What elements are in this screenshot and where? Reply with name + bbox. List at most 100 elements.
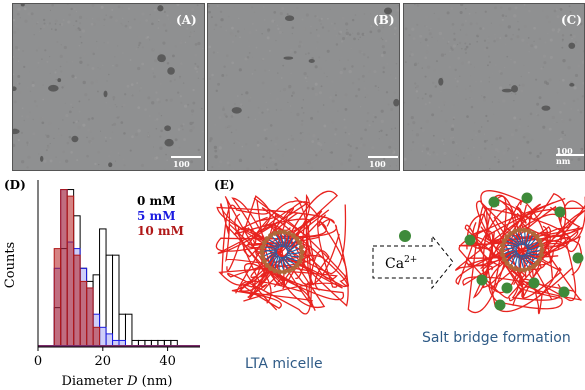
tem-grain bbox=[32, 118, 34, 121]
tem-grain bbox=[527, 43, 530, 46]
tem-grain bbox=[99, 169, 101, 170]
tem-grain bbox=[310, 116, 314, 120]
tem-grain bbox=[488, 76, 491, 79]
tem-grain bbox=[139, 21, 142, 24]
tem-grain bbox=[179, 75, 182, 78]
tem-grain bbox=[176, 4, 180, 6]
tem-grain bbox=[141, 12, 145, 16]
tem-grain bbox=[247, 99, 251, 103]
tem-grain bbox=[573, 22, 576, 25]
surfactant-head bbox=[281, 229, 288, 235]
tem-grain bbox=[264, 69, 267, 72]
tem-grain bbox=[20, 131, 24, 134]
tem-grain bbox=[373, 70, 377, 74]
tem-grain bbox=[525, 6, 527, 8]
tem-grain bbox=[77, 125, 81, 130]
tem-grain bbox=[514, 93, 517, 95]
tem-grain bbox=[339, 170, 341, 171]
tem-grain bbox=[214, 149, 218, 153]
tem-grain bbox=[502, 151, 506, 155]
tem-grain bbox=[320, 17, 323, 20]
tem-label-b: (B) bbox=[373, 13, 395, 27]
tem-grain bbox=[436, 40, 439, 42]
tem-grain bbox=[17, 74, 21, 78]
tem-grain bbox=[344, 126, 347, 129]
tem-grain bbox=[464, 19, 468, 23]
tem-grain bbox=[49, 72, 51, 74]
tem-grain bbox=[486, 139, 488, 142]
tem-grain bbox=[545, 15, 549, 19]
tem-grain bbox=[582, 144, 584, 147]
tem-grain bbox=[555, 8, 558, 11]
tem-grain bbox=[14, 24, 17, 27]
tem-grain bbox=[307, 132, 310, 135]
tem-grain bbox=[481, 95, 483, 97]
tem-grain bbox=[497, 160, 500, 164]
tem-grain bbox=[456, 80, 459, 83]
tem-grain bbox=[276, 24, 278, 26]
tem-grain bbox=[442, 37, 445, 40]
tem-grain bbox=[70, 7, 73, 11]
tem-grain bbox=[327, 29, 330, 33]
tem-grain bbox=[274, 21, 276, 23]
tem-grain bbox=[73, 7, 76, 10]
tem-grain bbox=[14, 46, 19, 50]
tem-grain bbox=[116, 45, 119, 47]
tem-grain bbox=[33, 34, 35, 36]
tem-grain bbox=[202, 78, 204, 80]
tem-grain bbox=[410, 53, 414, 57]
tem-grain bbox=[428, 29, 431, 32]
tem-grain bbox=[169, 98, 173, 102]
tem-grain bbox=[236, 95, 239, 97]
tem-grain bbox=[411, 130, 414, 132]
tem-grain bbox=[526, 140, 530, 144]
tem-grain bbox=[508, 7, 512, 11]
tem-grain bbox=[281, 154, 285, 157]
tem-grain bbox=[320, 23, 322, 25]
tem-grain bbox=[123, 132, 126, 135]
tem-grain bbox=[302, 111, 305, 114]
tem-grain bbox=[509, 84, 511, 86]
legend-entry: 5 mM bbox=[137, 209, 176, 223]
tem-grain bbox=[208, 10, 211, 14]
tem-grain bbox=[318, 56, 321, 59]
tem-grain bbox=[575, 17, 578, 20]
tem-grain bbox=[412, 146, 414, 148]
tem-grain bbox=[321, 26, 325, 29]
tem-grain bbox=[78, 120, 80, 122]
tem-grain bbox=[543, 61, 547, 65]
tem-grain bbox=[527, 115, 529, 117]
tem-grain bbox=[472, 169, 474, 170]
histogram-bar bbox=[124, 313, 133, 348]
tem-grain bbox=[29, 80, 32, 82]
tem-grain bbox=[16, 28, 19, 31]
tem-grain bbox=[583, 50, 584, 53]
tem-grain bbox=[40, 86, 43, 89]
tem-grain bbox=[504, 37, 507, 40]
tem-grain bbox=[182, 123, 185, 126]
tem-grain bbox=[573, 86, 577, 90]
tem-grain bbox=[154, 119, 156, 121]
tem-grain bbox=[208, 45, 212, 49]
tem-grain bbox=[119, 154, 121, 156]
tem-grain bbox=[159, 146, 163, 150]
tem-grain bbox=[193, 23, 197, 27]
tem-grain bbox=[487, 37, 489, 39]
tem-grain bbox=[521, 38, 525, 42]
tem-grain bbox=[516, 156, 519, 159]
tem-grain bbox=[546, 82, 550, 86]
tem-grain bbox=[314, 92, 318, 96]
tem-grain bbox=[45, 123, 47, 125]
tem-grain bbox=[227, 15, 230, 18]
tem-grain bbox=[321, 149, 323, 151]
tem-grain bbox=[238, 68, 242, 72]
tem-grain bbox=[230, 115, 234, 118]
tem-grain bbox=[422, 144, 425, 147]
tem-grain bbox=[331, 120, 335, 124]
tem-grain bbox=[122, 103, 126, 107]
tem-grain bbox=[13, 73, 15, 76]
tem-grain bbox=[501, 43, 503, 45]
polymer-chain bbox=[240, 250, 330, 302]
tem-grain bbox=[269, 124, 273, 127]
tem-grain bbox=[246, 56, 250, 59]
